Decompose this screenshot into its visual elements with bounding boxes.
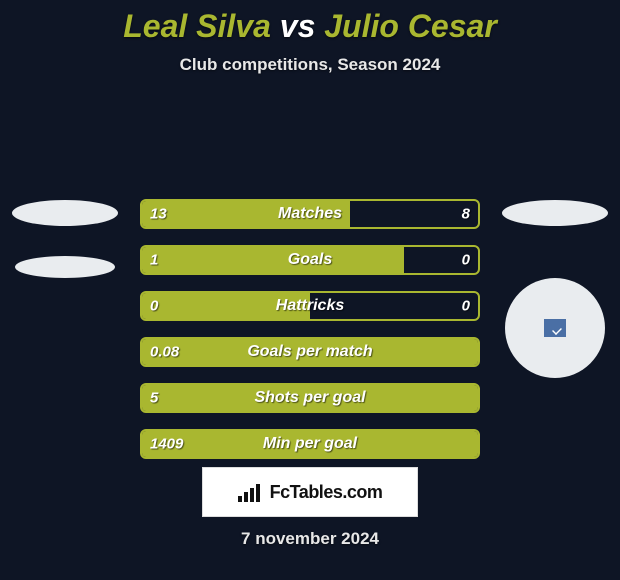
player2-avatar-column bbox=[490, 195, 620, 378]
stat-label: Goals bbox=[288, 251, 332, 269]
player2-ellipse-1 bbox=[502, 200, 608, 226]
stat-bar-fill bbox=[142, 247, 404, 273]
player1-ellipse-1 bbox=[12, 200, 118, 226]
player1-avatar-column bbox=[0, 195, 130, 278]
stat-label: Goals per match bbox=[247, 343, 372, 361]
player1-ellipse-2 bbox=[15, 256, 115, 278]
stat-row: 0.08 Goals per match bbox=[140, 337, 480, 367]
stat-value-left: 0.08 bbox=[150, 344, 179, 361]
subtitle: Club competitions, Season 2024 bbox=[0, 55, 620, 75]
image-placeholder-icon bbox=[544, 319, 566, 337]
stat-label: Min per goal bbox=[263, 435, 357, 453]
fctables-chart-icon bbox=[238, 482, 264, 502]
stat-value-left: 5 bbox=[150, 390, 158, 407]
stat-value-left: 13 bbox=[150, 206, 167, 223]
attribution-text: FcTables.com bbox=[270, 482, 383, 503]
stat-label: Shots per goal bbox=[254, 389, 365, 407]
player2-name: Julio Cesar bbox=[324, 8, 497, 44]
stat-value-left: 1 bbox=[150, 252, 158, 269]
stat-row: 0 Hattricks 0 bbox=[140, 291, 480, 321]
stat-value-right: 0 bbox=[462, 298, 470, 315]
stat-row: 1409 Min per goal bbox=[140, 429, 480, 459]
stat-row: 13 Matches 8 bbox=[140, 199, 480, 229]
comparison-title: Leal Silva vs Julio Cesar bbox=[0, 0, 620, 45]
stat-bars: 13 Matches 8 1 Goals 0 0 Hattricks 0 0.08 Goals pe… bbox=[140, 199, 480, 475]
stat-label: Hattricks bbox=[276, 297, 344, 315]
player2-avatar-halo bbox=[505, 278, 605, 378]
stat-value-right: 8 bbox=[462, 206, 470, 223]
title-vs: vs bbox=[271, 8, 324, 44]
stat-value-left: 0 bbox=[150, 298, 158, 315]
stat-value-left: 1409 bbox=[150, 436, 183, 453]
player1-name: Leal Silva bbox=[123, 8, 271, 44]
stat-value-right: 0 bbox=[462, 252, 470, 269]
stat-row: 5 Shots per goal bbox=[140, 383, 480, 413]
date-label: 7 november 2024 bbox=[0, 529, 620, 549]
stat-label: Matches bbox=[278, 205, 342, 223]
attribution-logo: FcTables.com bbox=[202, 467, 418, 517]
stat-row: 1 Goals 0 bbox=[140, 245, 480, 275]
